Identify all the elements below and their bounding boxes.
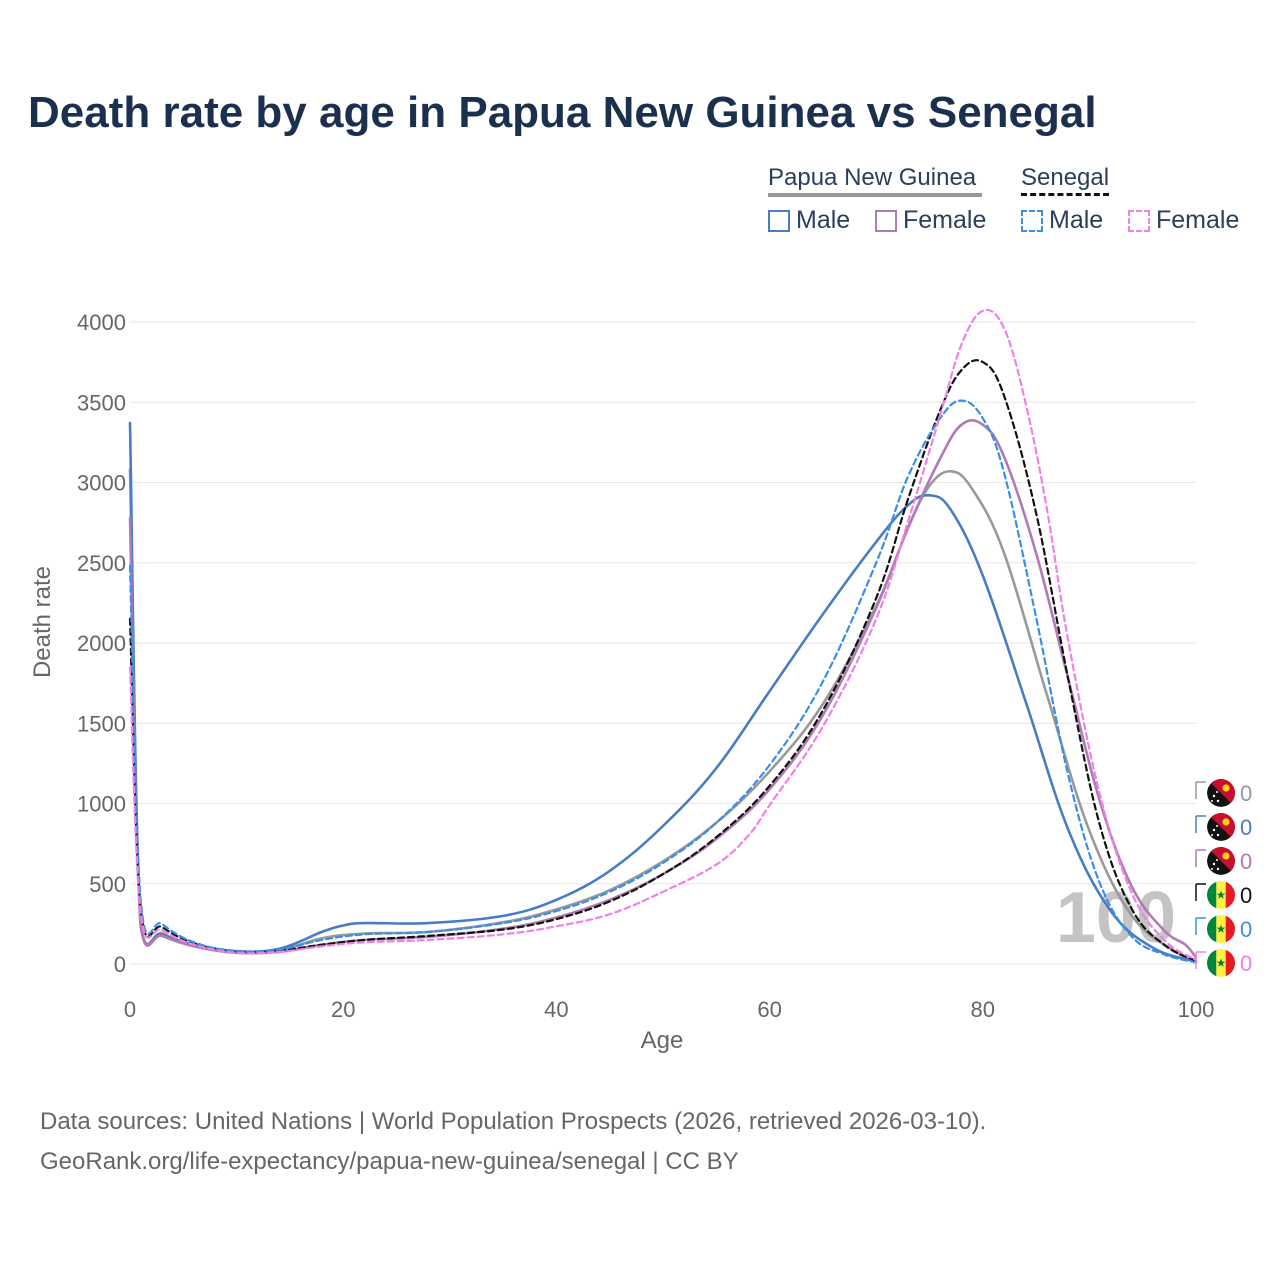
legend-label-senegal-male: Male [1049, 206, 1104, 234]
flag-papua-new-guinea-icon [1207, 779, 1235, 807]
y-tick-label: 1000 [77, 792, 126, 817]
flag-senegal-icon [1207, 915, 1235, 943]
end-marker-connector [1195, 781, 1206, 799]
x-tick-label: 60 [757, 997, 781, 1022]
y-tick-label: 2000 [77, 631, 126, 656]
x-tick-label: 20 [331, 997, 355, 1022]
end-marker-value: 0 [1240, 781, 1252, 806]
y-tick-label: 500 [89, 872, 126, 897]
end-marker-value: 0 [1240, 883, 1252, 908]
legend-group-papua-new-guinea-line [768, 193, 982, 197]
legend-swatch-senegal-male [1021, 209, 1043, 232]
y-tick-label: 0 [114, 952, 126, 977]
legend-group-senegal-line [1021, 193, 1109, 196]
flag-senegal-icon [1207, 949, 1235, 977]
end-marker-connector [1195, 951, 1206, 969]
chart-title: Death rate by age in Papua New Guinea vs… [28, 88, 1097, 137]
end-marker-connector [1195, 917, 1206, 935]
y-axis-title: Death rate [29, 566, 56, 678]
flag-papua-new-guinea-icon [1207, 813, 1235, 841]
legend-swatch-senegal-female [1128, 209, 1150, 232]
legend-group-papua-new-guinea: Papua New Guinea [768, 164, 977, 191]
x-tick-label: 100 [1178, 997, 1215, 1022]
end-marker-value: 0 [1240, 917, 1252, 942]
footer-attribution[interactable]: GeoRank.org/life-expectancy/papua-new-gu… [40, 1148, 739, 1175]
legend-item-senegal-male[interactable]: Male [1021, 206, 1103, 235]
legend-item-senegal-female[interactable]: Female [1128, 206, 1239, 235]
end-marker-connector [1195, 883, 1206, 901]
y-tick-label: 4000 [77, 310, 126, 335]
legend-group-senegal: Senegal [1021, 164, 1110, 191]
legend-swatch-png-female [875, 209, 897, 232]
series-line-papua-new-guinea-male[interactable] [128, 421, 1198, 963]
flag-senegal-icon [1207, 881, 1235, 909]
series-line-papua-new-guinea-both[interactable] [128, 468, 1198, 963]
legend-label-senegal-female: Female [1156, 206, 1240, 234]
y-tick-label: 3500 [77, 390, 126, 415]
series-line-senegal-both[interactable] [128, 359, 1198, 962]
series-line-senegal-female[interactable] [128, 308, 1198, 962]
legend-label-png-female: Female [903, 206, 987, 234]
end-marker-connector [1195, 849, 1206, 867]
series-line-papua-new-guinea-female[interactable] [128, 418, 1198, 959]
x-tick-label: 0 [124, 997, 136, 1022]
legend-item-png-male[interactable]: Male [768, 206, 850, 235]
y-tick-label: 2500 [77, 551, 126, 576]
x-tick-label: 80 [971, 997, 995, 1022]
end-marker-value: 0 [1240, 849, 1252, 874]
footer-sources: Data sources: United Nations | World Pop… [40, 1108, 987, 1135]
end-marker-value: 0 [1240, 951, 1252, 976]
series-line-senegal-male[interactable] [128, 399, 1198, 964]
end-marker-connector [1195, 815, 1206, 833]
x-axis-title: Age [641, 1027, 684, 1054]
legend-swatch-png-male [768, 209, 790, 232]
y-tick-label: 1500 [77, 711, 126, 736]
y-tick-label: 3000 [77, 471, 126, 496]
legend-item-png-female[interactable]: Female [875, 206, 986, 235]
x-tick-label: 40 [544, 997, 568, 1022]
flag-papua-new-guinea-icon [1207, 847, 1235, 875]
legend-label-png-male: Male [796, 206, 851, 234]
end-marker-value: 0 [1240, 815, 1252, 840]
